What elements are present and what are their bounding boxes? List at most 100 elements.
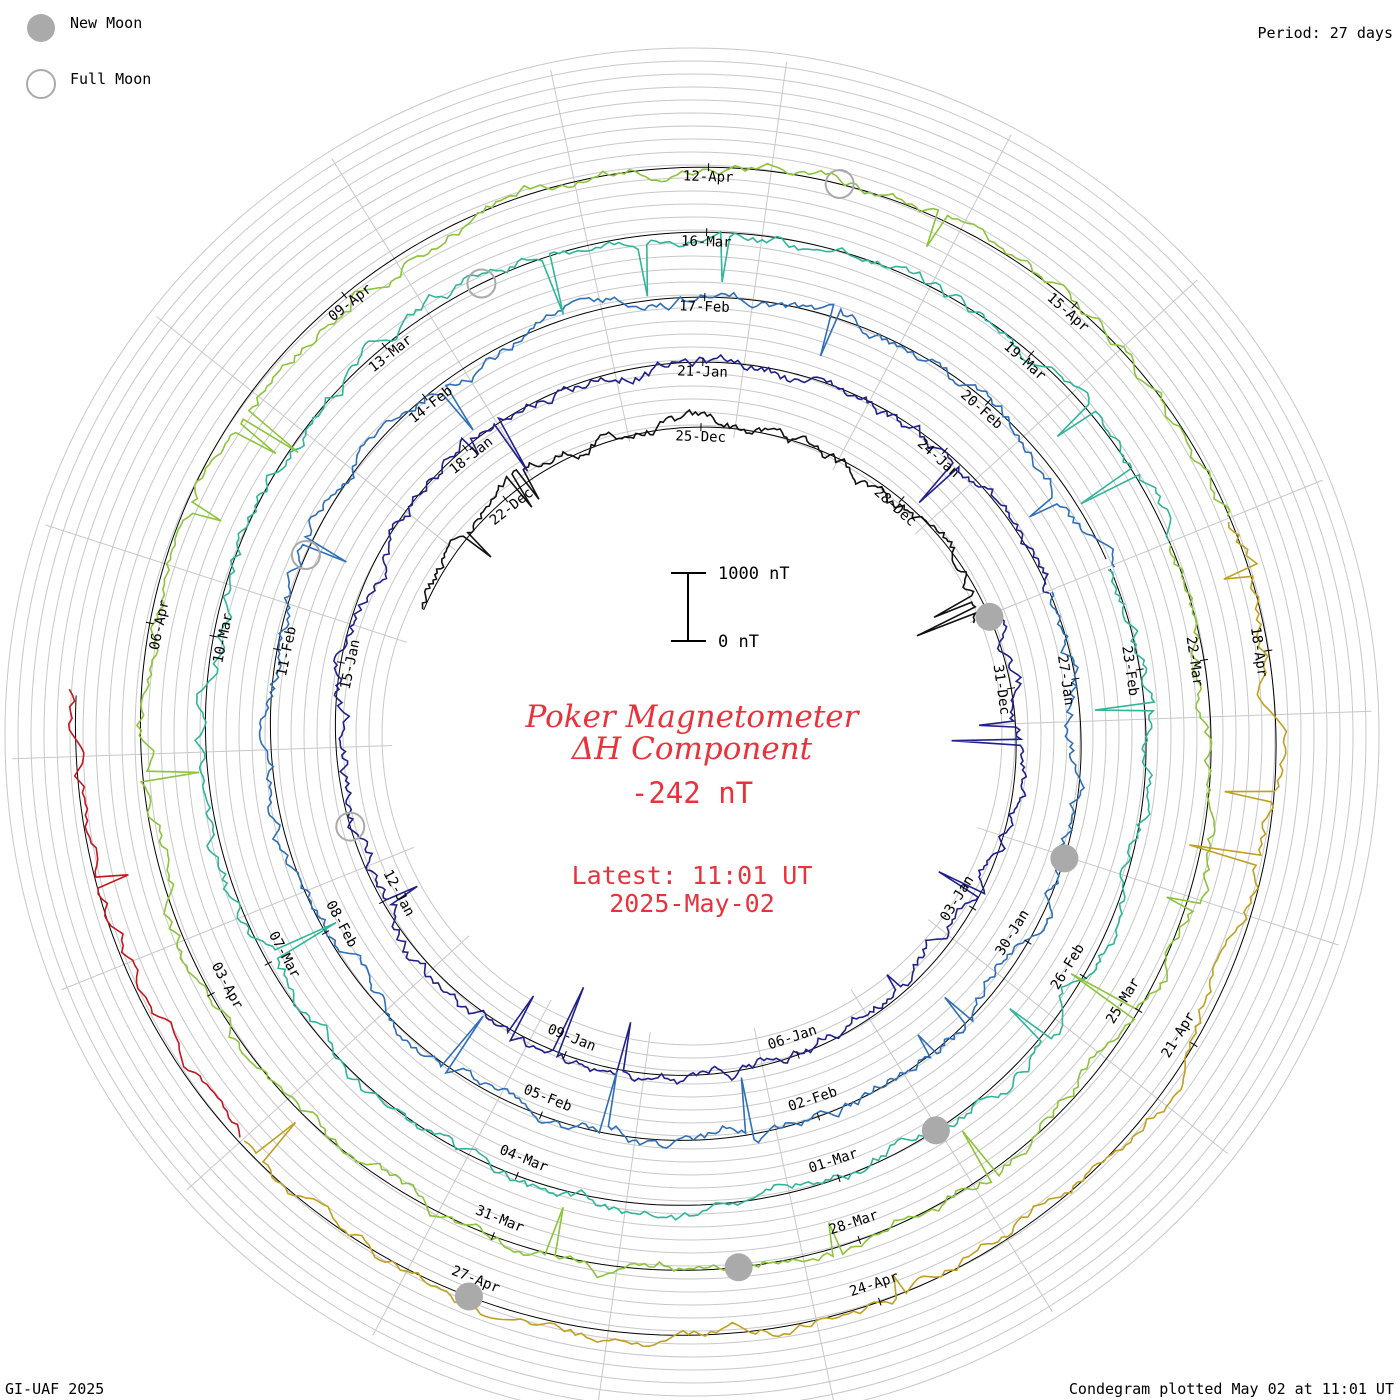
date-tick — [1071, 677, 1080, 680]
new-moon-legend-label: New Moon — [70, 14, 142, 32]
grid-ring — [342, 385, 1042, 1085]
scale-bar — [671, 572, 706, 642]
grid-ring — [264, 307, 1120, 1163]
grid-spokes — [12, 61, 1372, 1400]
grid-ring — [43, 86, 1341, 1384]
grid-rings — [4, 47, 1380, 1400]
grid-ring — [134, 177, 1250, 1293]
date-label: 22-Dec — [487, 485, 537, 529]
new-moon-marker — [454, 1282, 483, 1311]
series-trace — [67, 688, 241, 1138]
full-moon-marker — [466, 268, 497, 299]
date-label: 20-Feb — [957, 387, 1005, 433]
plotted-label: Condegram plotted May 02 at 11:01 UT — [1069, 1380, 1394, 1398]
date-tick — [502, 495, 509, 503]
date-label: 02-Feb — [786, 1084, 839, 1115]
date-label: 21-Jan — [677, 363, 728, 380]
full-moon-marker — [824, 168, 855, 199]
date-tick — [264, 961, 273, 966]
date-tick — [381, 342, 388, 350]
date-tick — [462, 444, 468, 452]
date-tick — [1079, 973, 1087, 979]
grid-spoke — [914, 279, 1198, 535]
date-tick — [1024, 939, 1032, 945]
date-tick — [209, 634, 218, 638]
date-tick — [837, 1174, 841, 1183]
credit-label: GI-UAF 2025 — [5, 1380, 104, 1398]
grid-ring — [121, 164, 1263, 1306]
grid-spoke — [550, 69, 631, 442]
new-moon-legend-icon — [27, 14, 55, 42]
full-moon-legend-label: Full Moon — [70, 70, 151, 88]
date-label: 28-Dec — [871, 484, 919, 530]
date-label: 22-Mar — [1183, 635, 1206, 687]
grid-ring — [186, 229, 1198, 1241]
grid-ring — [277, 320, 1107, 1150]
date-label: 09-Apr — [326, 281, 376, 325]
series-trace — [258, 291, 1116, 1149]
date-label: 15-Apr — [1044, 290, 1092, 336]
date-tick — [378, 899, 387, 905]
grid-ring — [212, 255, 1172, 1215]
full-moon-marker — [290, 539, 321, 570]
date-tick — [878, 1297, 882, 1306]
grid-ring — [238, 281, 1146, 1189]
date-tick — [145, 621, 154, 625]
date-tick — [857, 1235, 862, 1244]
date-tick — [538, 1111, 543, 1120]
grid-ring — [329, 372, 1055, 1098]
grid-spoke — [186, 935, 470, 1191]
date-tick — [1190, 1042, 1198, 1048]
grid-ring — [17, 60, 1367, 1400]
date-tick — [1007, 687, 1016, 690]
grid-ring — [381, 424, 1003, 1046]
date-label: 14-Feb — [406, 383, 456, 427]
grid-spoke — [733, 61, 788, 438]
latest-time: Latest: 11:01 UT — [572, 861, 813, 890]
latest-date: 2025-May-02 — [609, 889, 775, 918]
grid-ring — [225, 268, 1159, 1202]
grid-ring — [251, 294, 1133, 1176]
date-tick — [1071, 301, 1078, 309]
date-label: 25-Dec — [675, 428, 726, 445]
grid-spoke — [598, 1032, 651, 1400]
date-label: 16-Mar — [681, 233, 732, 250]
date-tick — [273, 648, 282, 651]
grid-ring — [56, 99, 1328, 1371]
date-label: 17-Feb — [679, 298, 730, 315]
grid-spoke — [832, 134, 1012, 471]
grid-ring — [290, 333, 1094, 1137]
date-label: 03-Apr — [208, 960, 246, 1012]
grid-ring — [355, 398, 1029, 1072]
grid-spoke — [991, 710, 1372, 726]
date-tick — [816, 1112, 821, 1121]
period-label: Period: 27 days — [1258, 24, 1393, 42]
date-label: 24-Apr — [848, 1269, 901, 1300]
series-baseline — [204, 231, 1172, 1206]
chart-subtitle: ΔH Component — [571, 731, 813, 767]
grid-ring — [173, 216, 1211, 1254]
date-tick — [421, 393, 428, 401]
date-tick — [796, 1050, 800, 1059]
grid-spoke — [12, 744, 393, 760]
grid-spoke — [372, 999, 552, 1336]
series-trace — [333, 353, 1050, 1086]
grid-ring — [108, 151, 1276, 1319]
grid-spoke — [850, 989, 1053, 1312]
date-tick — [1134, 1007, 1143, 1013]
date-label: 12-Jan — [379, 867, 417, 919]
new-moon-marker — [975, 602, 1004, 631]
current-value: -242 nT — [631, 776, 753, 810]
grid-spoke — [928, 919, 1229, 1155]
full-moon-marker — [335, 811, 366, 842]
date-label: 28-Mar — [827, 1207, 880, 1238]
date-tick — [491, 1232, 495, 1240]
date-label: 24-Jan — [914, 436, 962, 482]
date-tick — [1264, 649, 1273, 652]
date-tick — [898, 496, 905, 503]
grid-ring — [4, 47, 1380, 1400]
date-tick — [941, 447, 948, 455]
date-tick — [1135, 668, 1144, 671]
new-moon-marker — [1050, 844, 1079, 873]
